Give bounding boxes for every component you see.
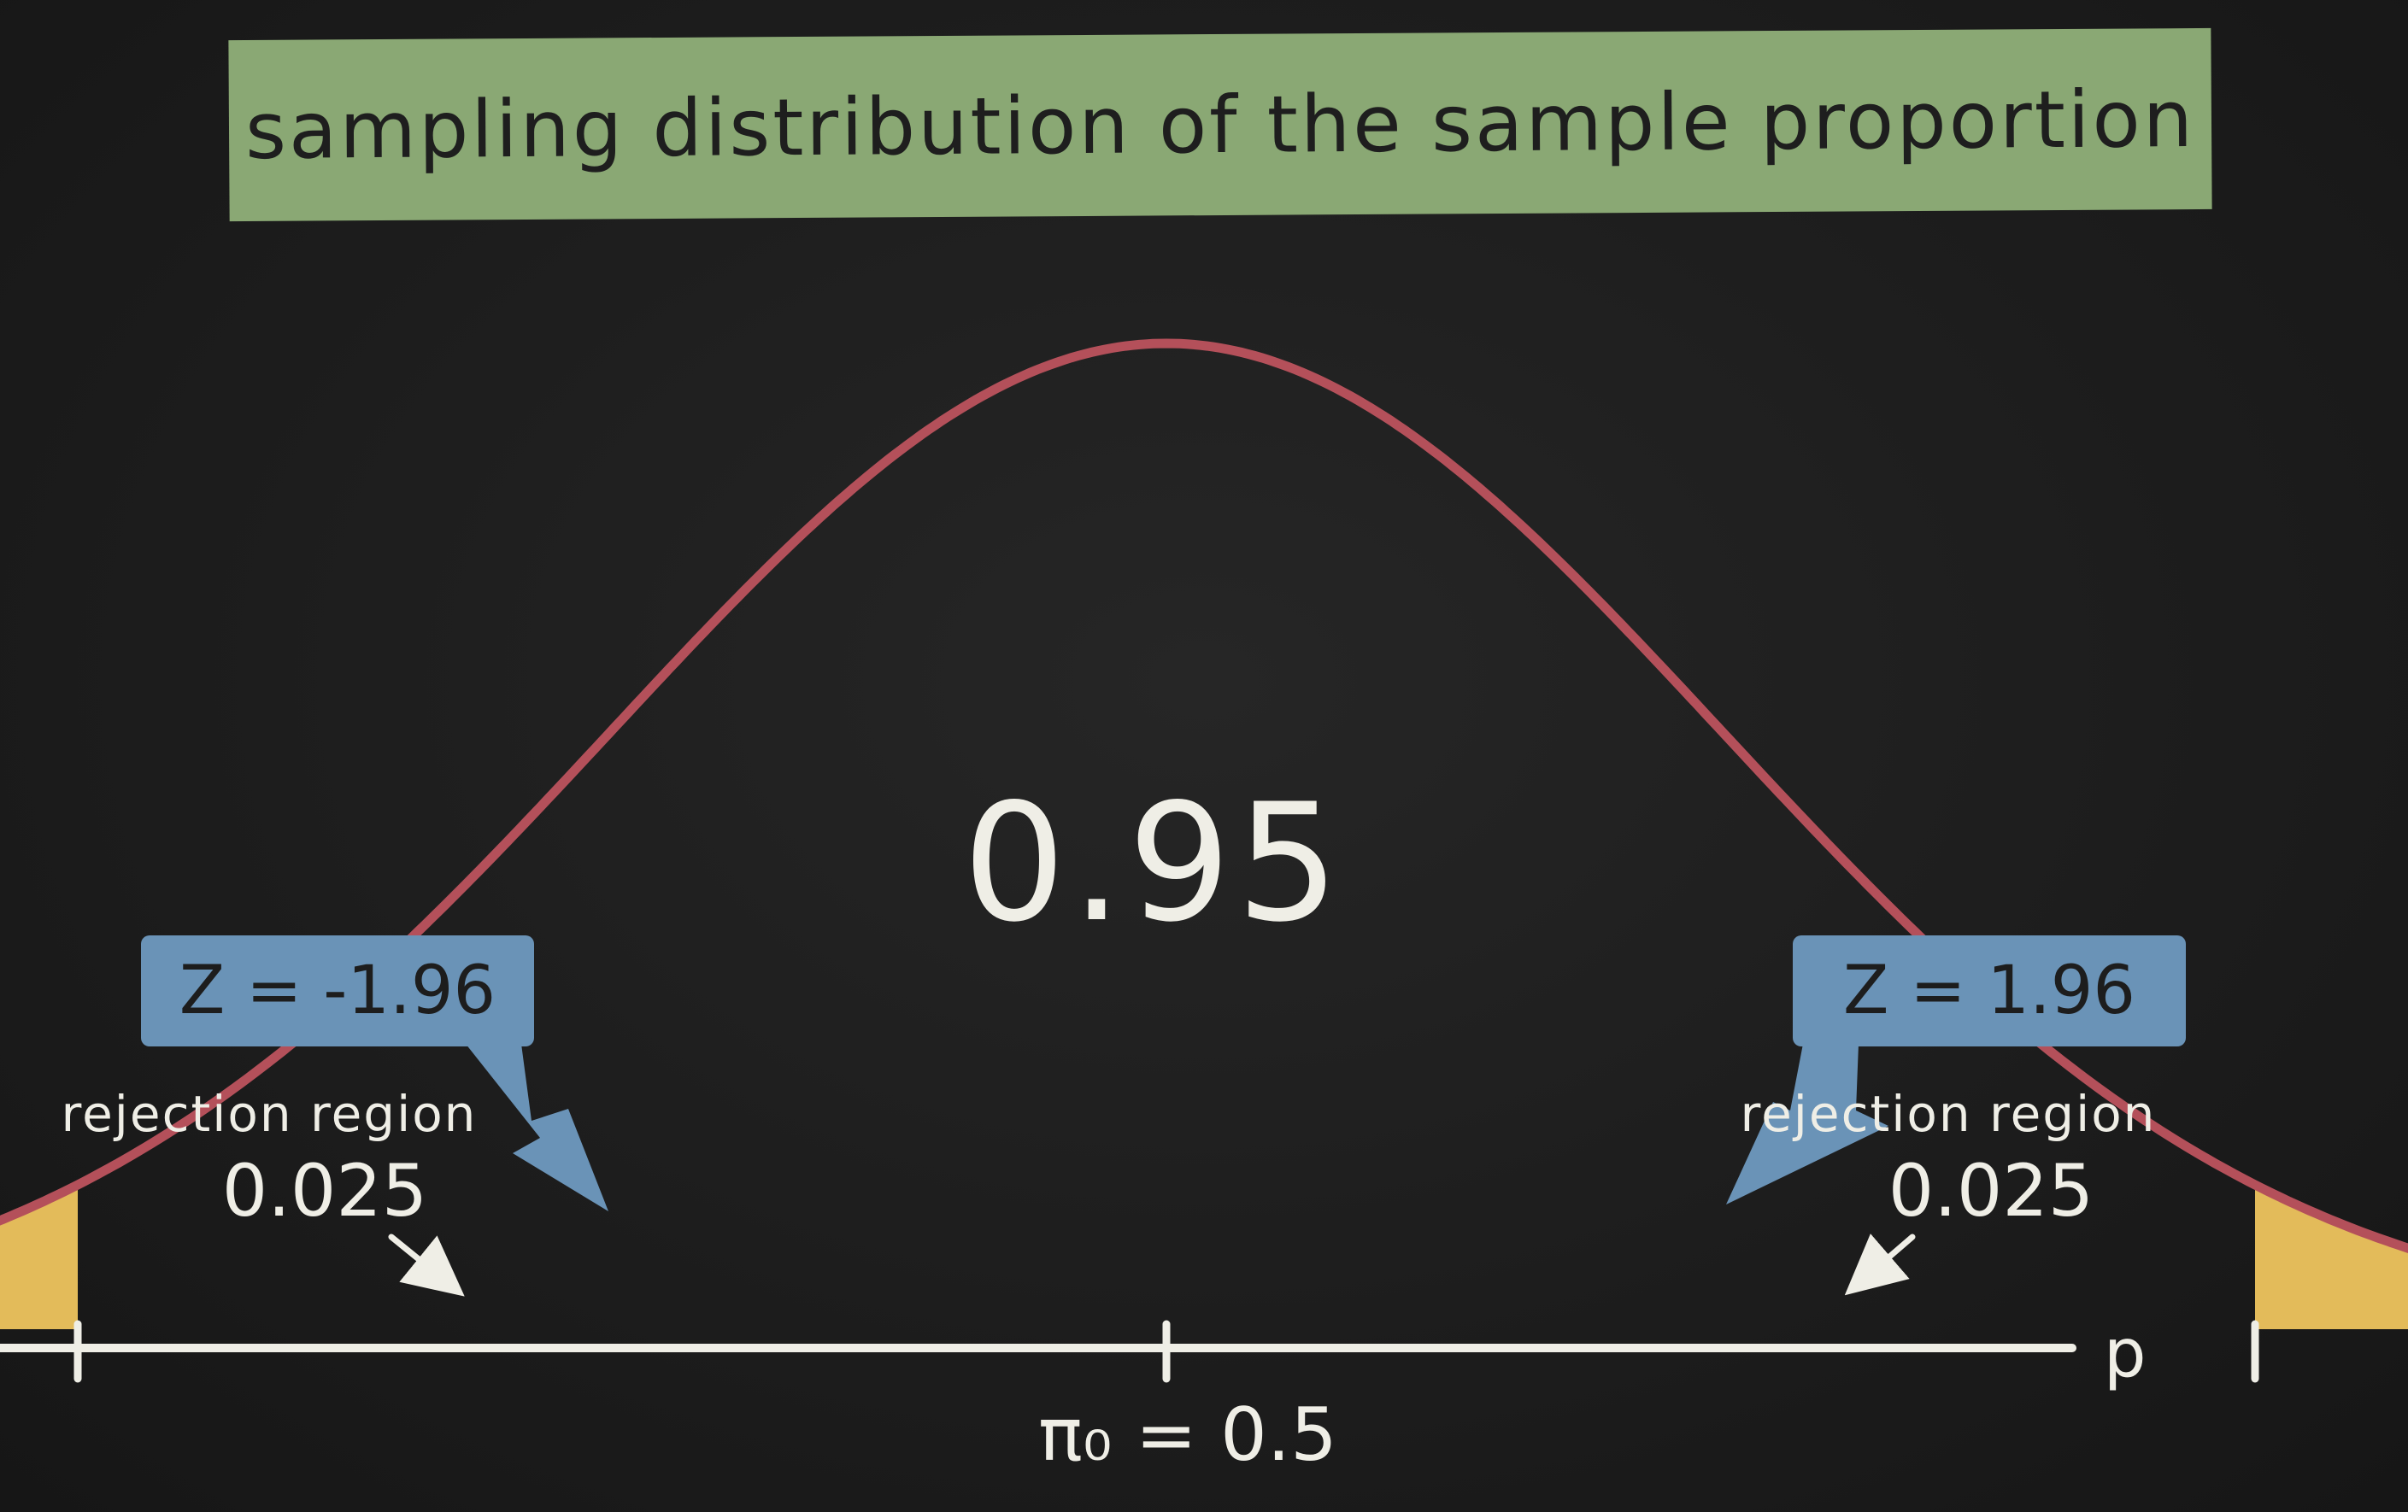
left-rejection-region-label: rejection region xyxy=(61,1085,478,1143)
left-z-label: Z = -1.96 xyxy=(179,952,496,1029)
left-rejection-region-value: 0.025 xyxy=(221,1149,428,1233)
right-tail-area xyxy=(2255,1185,2408,1329)
left-z-callout: Z = -1.96 xyxy=(141,935,534,1046)
axis-variable-label: p xyxy=(2104,1316,2147,1392)
right-z-label: Z = 1.96 xyxy=(1842,952,2136,1029)
left-tail-area xyxy=(0,1185,78,1329)
right-callout-arrow xyxy=(1726,1044,1888,1204)
right-tail-pointer xyxy=(1844,1234,1916,1296)
right-rejection-region-value: 0.025 xyxy=(1888,1149,2094,1233)
normal-curve xyxy=(0,338,2408,1253)
right-rejection-region-label: rejection region xyxy=(1740,1085,2157,1143)
null-hypothesis-label: π₀ = 0.5 xyxy=(1038,1392,1337,1478)
right-z-callout: Z = 1.96 xyxy=(1793,935,2186,1046)
left-callout-arrow xyxy=(466,1044,608,1211)
center-probability: 0.95 xyxy=(962,769,1345,958)
left-tail-pointer xyxy=(388,1234,465,1297)
